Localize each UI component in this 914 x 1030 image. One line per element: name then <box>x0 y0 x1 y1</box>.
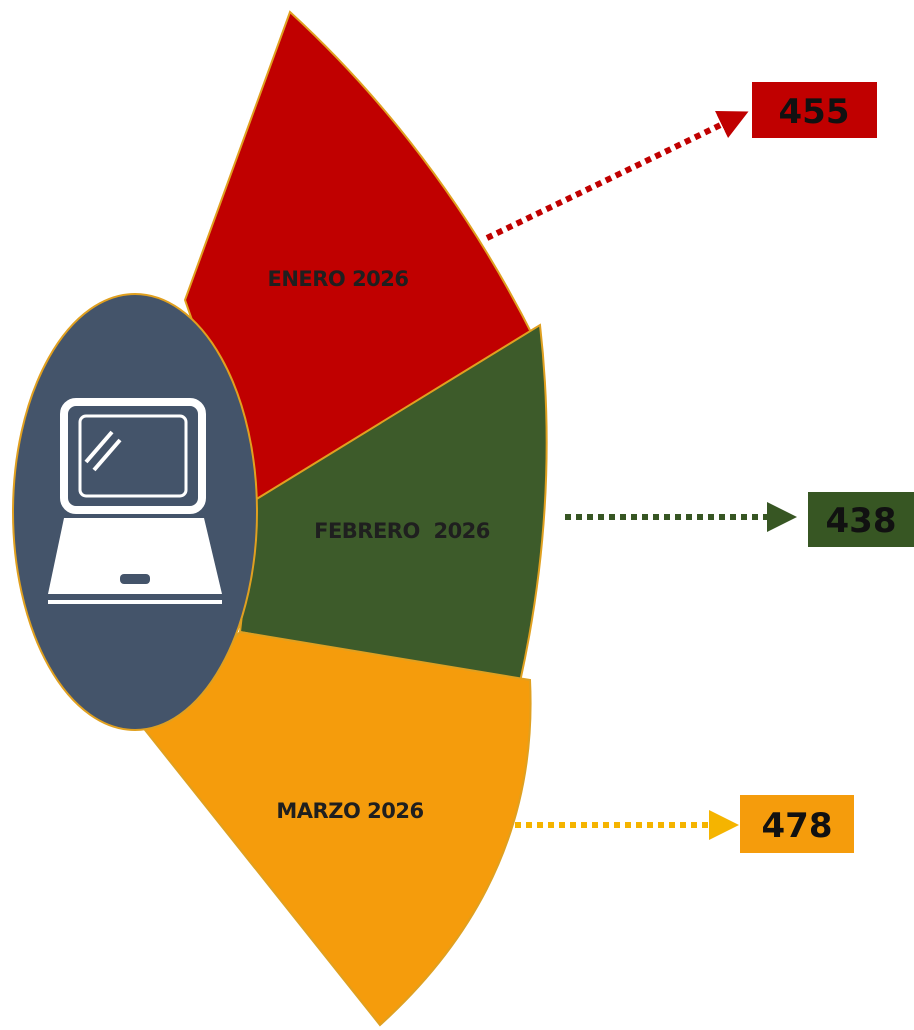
value-box <box>808 492 914 547</box>
value-label: 438 <box>826 501 897 541</box>
segment-label: FEBRERO 2026 <box>314 519 490 543</box>
value-box <box>752 82 877 138</box>
segment-marzo <box>143 630 532 1027</box>
value-label: 455 <box>779 92 850 132</box>
arrow <box>485 111 749 241</box>
laptop-icon <box>48 398 222 604</box>
value-label: 478 <box>762 806 833 846</box>
value-box <box>740 795 854 853</box>
segment-label: ENERO 2026 <box>267 267 408 291</box>
segment-label: MARZO 2026 <box>276 799 423 823</box>
